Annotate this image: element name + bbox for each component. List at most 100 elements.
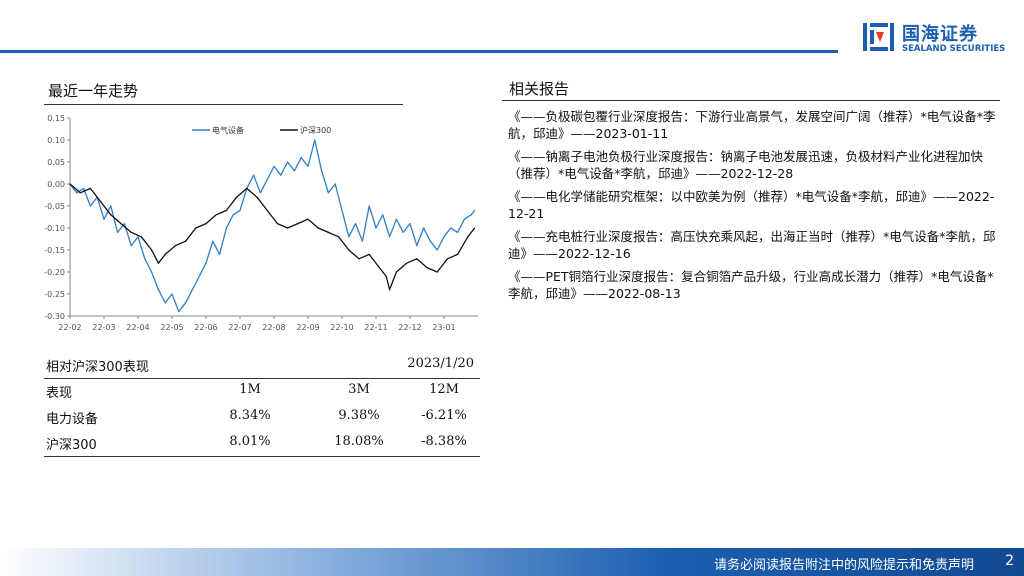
data-point	[157, 262, 159, 264]
legend-label: 沪深300	[300, 125, 331, 135]
data-point	[293, 170, 295, 172]
data-point	[348, 236, 350, 238]
table-rule-bottom	[44, 456, 480, 457]
brand-name-en: SEALAND SECURITIES	[902, 44, 1006, 54]
report-link[interactable]: 《——电化学储能研究框架：以中欧美为例（推荐）*电气设备*李航，邱迪》——202…	[508, 189, 995, 221]
table-cell: 8.34%	[229, 408, 271, 423]
data-point	[358, 258, 360, 260]
data-point	[76, 192, 78, 194]
data-point	[157, 289, 159, 291]
data-point	[171, 293, 173, 295]
data-point	[368, 205, 370, 207]
data-point	[120, 223, 122, 225]
data-point	[443, 236, 445, 238]
data-point	[110, 214, 112, 216]
data-point	[130, 231, 132, 233]
data-point	[151, 271, 153, 273]
data-point	[256, 196, 258, 198]
data-point	[89, 205, 91, 207]
report-link[interactable]: 《——负极碳包覆行业深度报告：下游行业高景气，发展空间广阔（推荐）*电气设备*李…	[508, 109, 996, 141]
reports-section-title: 相关报告	[509, 80, 570, 98]
data-point	[130, 245, 132, 247]
data-point	[457, 231, 459, 233]
x-tick-label: 22-08	[262, 323, 285, 332]
data-point	[300, 157, 302, 159]
data-point	[253, 174, 255, 176]
x-tick-label: 23-01	[432, 323, 455, 332]
data-point	[426, 267, 428, 269]
data-point	[140, 236, 142, 238]
data-point	[297, 223, 299, 225]
y-tick-label: -0.15	[44, 246, 65, 255]
x-tick-label: 22-12	[398, 323, 421, 332]
reports-section-rule	[502, 100, 1000, 101]
footer-bar: 请务必阅读报告附注中的风险提示和免责声明 2	[0, 548, 1024, 576]
related-reports-list: 《——负极碳包覆行业深度报告：下游行业高景气，发展空间广阔（推荐）*电气设备*李…	[508, 108, 998, 308]
x-tick-label: 22-09	[296, 323, 319, 332]
data-point	[212, 240, 214, 242]
data-point	[123, 223, 125, 225]
data-point	[89, 187, 91, 189]
page-number: 2	[1005, 553, 1014, 569]
x-tick-label: 22-07	[228, 323, 251, 332]
data-point	[185, 302, 187, 304]
data-point	[378, 267, 380, 269]
data-point	[195, 227, 197, 229]
sealand-logo-icon	[863, 23, 894, 51]
data-point	[205, 223, 207, 225]
performance-date: 2023/1/20	[407, 356, 474, 371]
report-link[interactable]: 《——充电桩行业深度报告：高压快充乘风起，出海正当时（推荐）*电气设备*李航，邱…	[508, 229, 996, 261]
data-point	[151, 249, 153, 251]
data-point	[259, 192, 261, 194]
data-point	[232, 214, 234, 216]
y-tick-label: 0.00	[47, 180, 65, 189]
data-point	[368, 253, 370, 255]
data-point	[395, 271, 397, 273]
y-tick-label: 0.05	[47, 158, 65, 167]
data-point	[314, 139, 316, 141]
data-point	[416, 245, 418, 247]
data-point	[474, 227, 476, 229]
y-tick-label: -0.25	[44, 290, 65, 299]
data-point	[307, 165, 309, 167]
y-tick-label: -0.05	[44, 202, 65, 211]
table-cell: 8.01%	[229, 434, 271, 449]
data-point	[246, 187, 248, 189]
data-point	[375, 227, 377, 229]
y-tick-label: 0.10	[47, 136, 65, 145]
data-point	[69, 183, 71, 185]
table-cell: 电力设备	[46, 412, 99, 427]
data-point	[385, 275, 387, 277]
table-cell: 沪深300	[46, 438, 97, 453]
legend-label: 电气设备	[212, 125, 244, 135]
table-rule-top	[44, 378, 480, 379]
data-point	[334, 183, 336, 185]
table-cell: 18.08%	[334, 434, 384, 449]
column-header: 表现	[46, 386, 73, 401]
data-point	[164, 302, 166, 304]
data-point	[280, 174, 282, 176]
data-point	[287, 227, 289, 229]
data-point	[355, 223, 357, 225]
data-point	[406, 262, 408, 264]
data-point	[446, 258, 448, 260]
data-point	[395, 218, 397, 220]
data-point	[266, 179, 268, 181]
series-line-1	[69, 139, 476, 313]
report-link[interactable]: 《——PET铜箔行业深度报告：复合铜箔产品升级，行业高成长潜力（推荐）*电气设备…	[508, 269, 994, 301]
data-point	[463, 218, 465, 220]
trend-chart: 0.15 0.10 0.05 0.00 -0.05 -0.10 -0.15 -0.20 -0.2…	[44, 114, 478, 332]
data-point	[382, 214, 384, 216]
column-header: 1M	[239, 382, 261, 397]
data-point	[470, 214, 472, 216]
data-point	[327, 231, 329, 233]
data-point	[100, 201, 102, 203]
brand-name-cn: 国海证券	[902, 24, 978, 45]
data-point	[467, 236, 469, 238]
data-point	[83, 187, 85, 189]
data-point	[185, 240, 187, 242]
report-link[interactable]: 《——钠离子电池负极行业深度报告：钠离子电池发展迅速，负极材料产业化进程加快（推…	[508, 149, 984, 181]
data-point	[348, 249, 350, 251]
performance-table: 相对沪深300表现 2023/1/20 表现 1M 3M 12M 电力设备 8.…	[44, 352, 480, 457]
data-point	[361, 240, 363, 242]
